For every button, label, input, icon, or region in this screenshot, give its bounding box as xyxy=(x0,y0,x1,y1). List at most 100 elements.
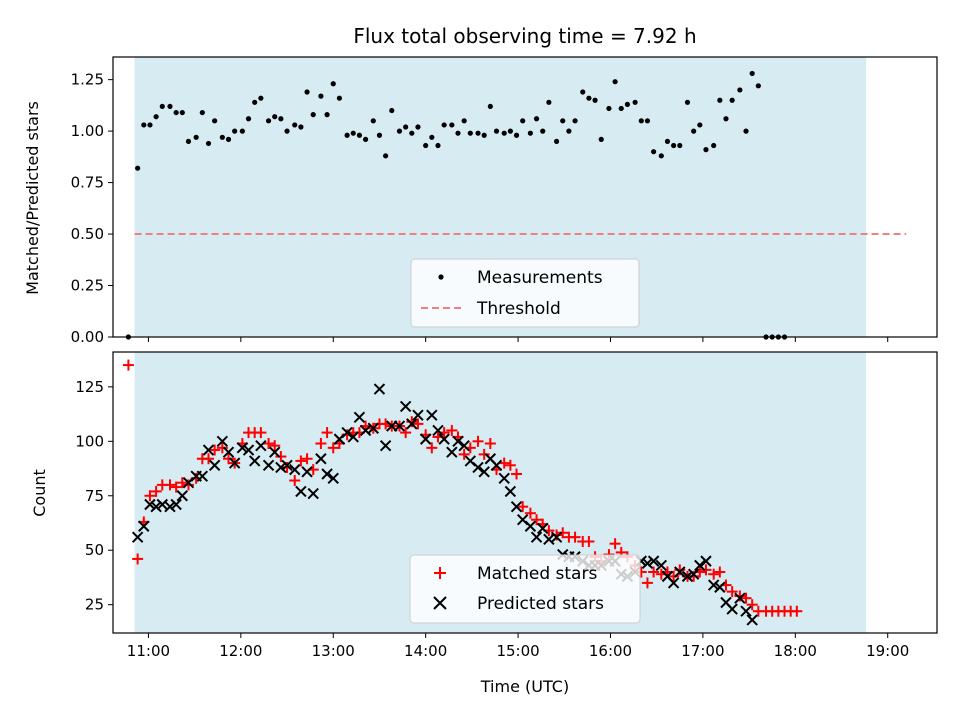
matched-star-point xyxy=(472,435,484,447)
matched-star-point xyxy=(498,457,510,469)
predicted-star-point xyxy=(216,435,229,448)
measurement-point xyxy=(272,114,278,120)
measurement-point xyxy=(606,105,612,112)
measurement-point xyxy=(403,124,409,130)
predicted-star-point xyxy=(399,400,412,413)
legend-threshold-label: Threshold xyxy=(476,299,561,319)
y-tick-label: 1.25 xyxy=(71,71,104,89)
measurement-point xyxy=(684,99,691,105)
measurement-point xyxy=(520,118,526,124)
matched-star-point xyxy=(295,455,307,467)
measurement-point xyxy=(173,109,179,116)
predicted-star-point xyxy=(242,444,255,456)
predicted-star-point xyxy=(687,568,700,580)
measurement-point xyxy=(632,99,638,105)
matched-star-point xyxy=(412,418,424,430)
measurement-point xyxy=(147,122,153,128)
predicted-star-point xyxy=(289,463,301,476)
measurement-point xyxy=(743,128,749,134)
y-tick-label: 75 xyxy=(85,487,104,505)
matched-star-point xyxy=(406,416,418,428)
measurement-point xyxy=(580,89,586,95)
measurement-point xyxy=(723,116,729,122)
y-tick-label: 25 xyxy=(85,596,104,614)
predicted-star-point xyxy=(674,566,686,578)
predicted-star-point xyxy=(647,555,660,567)
predicted-star-point xyxy=(667,577,680,589)
matched-star-point xyxy=(275,451,287,463)
predicted-star-point xyxy=(438,433,450,445)
measurement-point xyxy=(298,124,304,130)
measurement-point xyxy=(324,112,330,118)
predicted-star-point xyxy=(164,500,176,513)
predicted-star-point xyxy=(504,485,517,498)
y-tick-label: 50 xyxy=(85,541,104,559)
predicted-star-point xyxy=(412,409,424,421)
measurement-point xyxy=(435,142,441,149)
measurement-point xyxy=(560,118,566,124)
measurement-point xyxy=(167,103,173,110)
measurement-point xyxy=(527,130,533,136)
measurement-point xyxy=(356,132,363,138)
measurement-point xyxy=(572,118,578,124)
predicted-star-point xyxy=(452,435,464,448)
measurement-point xyxy=(566,128,572,134)
matched-star-point xyxy=(315,437,327,449)
predicted-star-point xyxy=(446,446,458,458)
measurement-point xyxy=(185,138,192,145)
predicted-star-point xyxy=(307,487,319,500)
predicted-star-point xyxy=(641,557,654,570)
matched-star-point xyxy=(327,442,339,454)
measurement-point xyxy=(638,118,644,124)
measurement-point xyxy=(467,130,473,136)
matched-star-point xyxy=(708,568,720,580)
predicted-star-point xyxy=(236,442,249,454)
measurement-point xyxy=(729,97,735,103)
measurement-point xyxy=(737,87,743,93)
predicted-star-point xyxy=(498,472,510,485)
measurement-point xyxy=(284,128,290,134)
measurement-point xyxy=(239,128,245,134)
matched-star-point xyxy=(726,586,738,598)
x-tick-label: 19:00 xyxy=(866,642,909,660)
measurement-point xyxy=(304,89,310,95)
x-tick-label: 11:00 xyxy=(127,642,170,660)
measurement-point xyxy=(658,153,664,159)
predicted-star-point xyxy=(321,468,333,480)
y-tick-label: 0.75 xyxy=(71,174,104,192)
measurement-point xyxy=(651,149,657,155)
matched-star-point xyxy=(531,514,543,526)
legend-matched-marker xyxy=(434,567,446,579)
measurement-point xyxy=(703,147,709,153)
measurement-point xyxy=(415,124,421,130)
predicted-star-point xyxy=(746,614,758,626)
matched-star-point xyxy=(289,475,301,487)
measurement-point xyxy=(370,118,376,124)
matched-star-point xyxy=(734,590,746,602)
measurement-point xyxy=(513,132,520,138)
measurement-point xyxy=(258,95,264,101)
measurement-point xyxy=(677,142,683,149)
predicted-star-point xyxy=(490,459,503,471)
predicted-star-point xyxy=(426,409,438,421)
measurement-point xyxy=(755,83,761,89)
measurement-point xyxy=(507,128,513,134)
top-panel: 0.00 0.25 0.50 0.75 1.00 1.25 Matched/Predict… xyxy=(23,56,938,346)
x-tick-label: 12:00 xyxy=(219,642,262,660)
matched-star-point xyxy=(301,453,313,465)
predicted-star-point xyxy=(255,439,267,452)
measurement-point xyxy=(232,128,238,134)
measurement-point xyxy=(199,109,205,116)
predicted-star-point xyxy=(734,592,746,604)
matched-star-point xyxy=(132,553,144,565)
matched-star-point xyxy=(216,442,228,454)
legend-box xyxy=(410,258,640,328)
measurement-point xyxy=(159,103,165,110)
measurement-point xyxy=(423,142,429,149)
measurement-point xyxy=(546,99,552,105)
predicted-star-point xyxy=(196,470,209,482)
measurement-point xyxy=(612,79,618,85)
measurement-point xyxy=(330,81,336,87)
legend-predicted-label: Predicted stars xyxy=(477,594,604,614)
measurement-point xyxy=(292,122,298,128)
